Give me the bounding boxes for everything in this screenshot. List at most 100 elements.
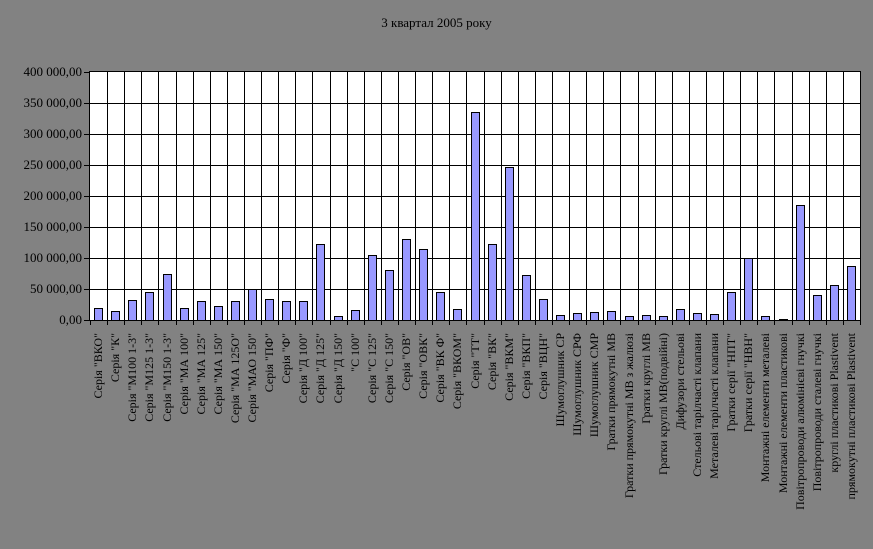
gridline-vertical <box>826 72 827 320</box>
category-label: Серія "ОВ" <box>399 333 413 391</box>
y-axis-tick <box>84 289 90 290</box>
category-label: Монтажні елементи металеві <box>758 333 772 483</box>
gridline-vertical <box>620 72 621 320</box>
x-axis-tick <box>90 320 91 325</box>
category-label: Повітропроводи алюмінієві гнучкі <box>793 333 807 510</box>
category-label: Серія "ПФ" <box>262 333 276 393</box>
gridline-vertical <box>655 72 656 320</box>
x-axis-tick <box>107 320 108 325</box>
x-axis-tick <box>124 320 125 325</box>
x-axis-tick <box>295 320 296 325</box>
gridline-vertical <box>415 72 416 320</box>
gridline-horizontal <box>90 103 860 104</box>
bar <box>231 301 240 320</box>
y-axis-tick <box>84 165 90 166</box>
gridline-vertical <box>501 72 502 320</box>
category-label: Серія "ВК Ф" <box>433 333 447 403</box>
category-label: круглі пластикові Plastivent <box>827 333 841 473</box>
x-axis-tick <box>792 320 793 325</box>
x-axis-tick <box>586 320 587 325</box>
bar <box>111 311 120 320</box>
bar <box>676 309 685 320</box>
y-axis-label: 250 000,00 <box>23 157 83 172</box>
category-label: Серія "ОВК" <box>416 333 430 399</box>
category-label: Серія "ВКО" <box>91 333 105 399</box>
category-label: Серія "МА 150" <box>211 333 225 415</box>
category-label: Гратки прямокутні МВ з жалюзі <box>622 333 636 499</box>
gridline-vertical <box>176 72 177 320</box>
x-axis-tick <box>706 320 707 325</box>
x-axis-tick <box>740 320 741 325</box>
x-axis-tick <box>244 320 245 325</box>
x-axis-tick <box>193 320 194 325</box>
x-axis-tick <box>432 320 433 325</box>
category-label: прямокутні пластикові Plastivent <box>844 333 858 500</box>
gridline-vertical <box>672 72 673 320</box>
category-label: "С 100" <box>348 333 362 372</box>
x-axis-tick <box>723 320 724 325</box>
gridline-vertical <box>381 72 382 320</box>
x-axis-tick <box>757 320 758 325</box>
x-axis-tick <box>278 320 279 325</box>
gridline-vertical <box>210 72 211 320</box>
category-label: Повітропроводи сталеві гнучкі <box>810 333 824 492</box>
category-label: Шумоглушник СР <box>553 333 567 427</box>
bar <box>163 274 172 320</box>
bar <box>334 316 343 320</box>
category-label: Серія "ТТ" <box>468 333 482 389</box>
y-axis-tick <box>84 196 90 197</box>
gridline-vertical <box>774 72 775 320</box>
category-label: Серія "ВК" <box>485 333 499 391</box>
bar <box>693 313 702 320</box>
category-label: Серія "С 150" <box>382 333 396 404</box>
gridline-vertical <box>484 72 485 320</box>
gridline-vertical <box>330 72 331 320</box>
y-axis-label: 300 000,00 <box>23 126 83 141</box>
x-axis-tick <box>569 320 570 325</box>
gridline-vertical <box>552 72 553 320</box>
x-axis-tick <box>620 320 621 325</box>
x-axis-tick <box>843 320 844 325</box>
gridline-vertical <box>723 72 724 320</box>
bar <box>710 314 719 320</box>
bar <box>488 244 497 320</box>
bar <box>607 311 616 320</box>
y-axis-label: 150 000,00 <box>23 219 83 234</box>
gridline-vertical <box>124 72 125 320</box>
category-label: Шумоглушник СМР <box>587 333 601 438</box>
x-axis-tick <box>689 320 690 325</box>
x-axis-tick <box>312 320 313 325</box>
category-label: Серія "М150 1-3" <box>160 333 174 422</box>
category-label: Серія "ВКП" <box>519 333 533 399</box>
y-axis-tick <box>84 134 90 135</box>
y-axis-tick <box>84 72 90 73</box>
category-label: Гратки круглі МВ(подвійні) <box>656 333 670 476</box>
gridline-vertical <box>261 72 262 320</box>
x-axis-tick <box>449 320 450 325</box>
bar <box>761 316 770 320</box>
bar <box>830 285 839 320</box>
bar <box>453 309 462 320</box>
bar <box>813 295 822 320</box>
gridline-vertical <box>706 72 707 320</box>
category-label: Серія "М100 1-3" <box>125 333 139 422</box>
y-axis-label: 100 000,00 <box>23 250 83 265</box>
gridline-vertical <box>792 72 793 320</box>
gridline-vertical <box>107 72 108 320</box>
category-label: Серія "ВЦН" <box>536 333 550 400</box>
bar <box>436 292 445 320</box>
category-axis-labels: Серія "ВКО" Серія "К" Серія "М100 1-3" Сері… <box>90 333 860 549</box>
category-label: Монтажні елементи пластикові <box>776 333 790 494</box>
category-label: Серія "МА 100" <box>177 333 191 415</box>
x-axis-tick <box>603 320 604 325</box>
gridline-vertical <box>638 72 639 320</box>
bar <box>625 316 634 320</box>
gridline-vertical <box>158 72 159 320</box>
chart-title: 3 квартал 2005 року <box>381 15 492 30</box>
category-label: Серія "ВКОМ" <box>450 333 464 410</box>
gridline-vertical <box>466 72 467 320</box>
gridline-vertical <box>227 72 228 320</box>
bar <box>248 289 257 320</box>
bar <box>197 301 206 320</box>
x-axis-tick <box>809 320 810 325</box>
